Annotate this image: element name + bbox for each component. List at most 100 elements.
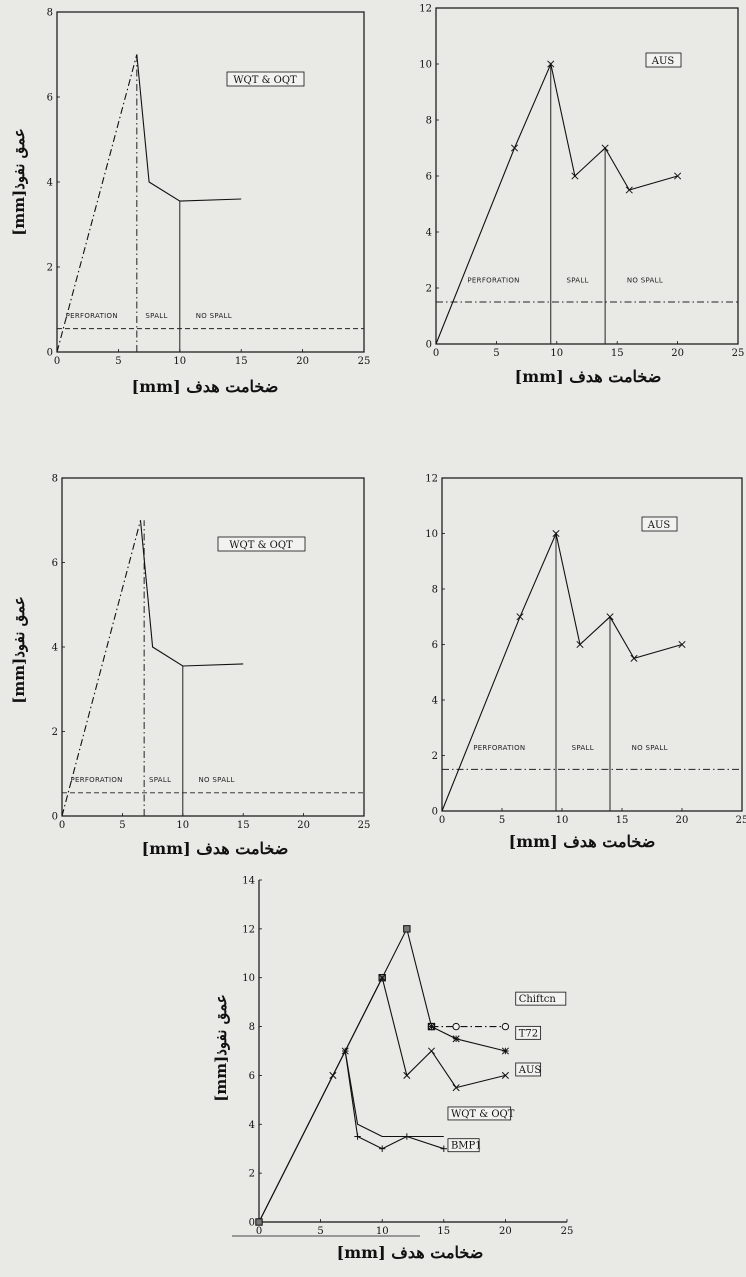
y-tick-label: 0 (249, 1218, 255, 1229)
series-labels: Chiftcn T72 AUS WQT & OQT BMP1 (447, 991, 567, 1153)
series-label: BMP1 (451, 1141, 482, 1152)
x-axis-label: ضخامت هدف [mm] (337, 1243, 484, 1262)
series-label-box (447, 1106, 512, 1121)
data-point (625, 186, 633, 194)
series-label-box (515, 1062, 542, 1077)
y-tick-label: 12 (425, 474, 438, 485)
x-tick-label: 5 (115, 356, 121, 367)
data-point (378, 974, 386, 982)
data-point (452, 1084, 460, 1092)
data-point (552, 529, 560, 538)
x-tick-label: 0 (54, 356, 60, 367)
y-axis-label: عمق نفوذ[mm] (10, 128, 28, 236)
x-tick-label: 15 (616, 815, 629, 826)
y-tick-label: 6 (249, 1071, 255, 1082)
data-lines (255, 925, 510, 1226)
zone-label: NO SPALL (199, 776, 235, 784)
data-point (379, 1145, 386, 1152)
data-lines (435, 60, 738, 345)
series-line (258, 976, 506, 1223)
chart-bottom-combined: ضخامت هدف [mm] عمق نفوذ[mm] 0 5 10 15 20 25 0… (212, 876, 573, 1263)
y-tick-label: 10 (419, 60, 432, 71)
x-tick-label: 15 (611, 348, 624, 359)
data-point (501, 1047, 509, 1055)
x-tick-label: 20 (499, 1226, 512, 1237)
chart-top-right: AUS ضخامت هدف [mm] 0 5 10 15 20 25 024681012 … (419, 4, 744, 387)
legend-label: AUS (651, 56, 675, 67)
x-tick-label: 15 (437, 1226, 450, 1237)
y-tick-label: 8 (249, 1022, 255, 1033)
x-tick-label: 0 (433, 348, 439, 359)
data-point (403, 1071, 411, 1079)
x-tick-labels: 0 5 10 15 20 25 (256, 1219, 574, 1237)
y-tick-label: 4 (249, 1120, 255, 1131)
legend-label: WQT & OQT (229, 540, 293, 551)
data-point (354, 1133, 361, 1140)
plot-frame (441, 477, 743, 812)
x-tick-label: 5 (493, 348, 499, 359)
zone-labels: PERFORATION SPALL NO SPALL (473, 744, 667, 752)
zone-label: PERFORATION (70, 776, 122, 784)
x-tick-label: 10 (173, 356, 186, 367)
data-point (440, 1145, 447, 1152)
zone-label: SPALL (566, 276, 588, 284)
y-tick-label: 2 (52, 727, 58, 738)
y-tick-label: 4 (426, 228, 432, 239)
data-point (510, 144, 519, 152)
x-tick-labels: 0 5 10 15 20 25 (439, 808, 746, 826)
y-tick-label: 0 (426, 340, 432, 351)
series-line (431, 1026, 506, 1052)
x-tick-label: 10 (550, 348, 563, 359)
origin-point (255, 1218, 263, 1226)
x-axis-label: ضخامت هدف [mm] (132, 377, 279, 396)
y-tick-label: 12 (242, 924, 255, 935)
series-label-box (447, 1138, 480, 1153)
x-tick-label: 0 (439, 815, 445, 826)
zone-label: SPALL (149, 776, 171, 784)
series-label: WQT & OQT (451, 1109, 515, 1120)
series-line (136, 54, 242, 202)
data-lines (441, 529, 742, 812)
data-point (547, 60, 555, 68)
series-line (61, 520, 142, 817)
y-tick-label: 6 (426, 172, 432, 183)
data-point (403, 925, 411, 933)
x-tick-labels: 0 5 10 15 20 25 (433, 341, 745, 359)
y-tick-label: 8 (52, 474, 58, 485)
x-tick-label: 25 (561, 1226, 574, 1237)
data-point (501, 1022, 510, 1031)
plot-frame (435, 7, 739, 345)
zone-label: PERFORATION (473, 744, 525, 752)
y-tick-label: 4 (52, 643, 58, 654)
x-tick-label: 5 (499, 815, 505, 826)
x-tick-label: 20 (296, 356, 309, 367)
zone-label: PERFORATION (467, 276, 519, 284)
zone-label: SPALL (572, 744, 594, 752)
legend-box (217, 536, 306, 552)
legend-box (641, 516, 678, 532)
series-line (56, 54, 138, 353)
x-tick-label: 25 (736, 815, 746, 826)
zone-label: NO SPALL (196, 312, 232, 320)
y-tick-label: 8 (47, 8, 53, 19)
x-tick-label: 25 (732, 348, 745, 359)
zone-labels: PERFORATION SPALL NO SPALL (66, 312, 232, 320)
y-tick-label: 0 (432, 807, 438, 818)
series-label-box (515, 991, 567, 1006)
legend-box (645, 52, 682, 68)
legend-label: AUS (647, 520, 671, 531)
x-tick-label: 0 (59, 820, 65, 831)
data-point (342, 1047, 349, 1055)
x-axis-label: ضخامت هدف [mm] (509, 832, 656, 851)
y-tick-label: 10 (425, 529, 438, 540)
y-tick-labels: 0 2 4 6 8 (52, 474, 65, 823)
data-point (427, 1023, 436, 1031)
y-tick-label: 6 (52, 558, 58, 569)
data-point (678, 640, 686, 649)
chart-middle-right: AUS ضخامت هدف [mm] 0 5 10 15 20 25 024681012 … (425, 474, 746, 852)
y-axis-label: عمق نفوذ[mm] (10, 596, 28, 704)
y-tick-label: 4 (47, 178, 53, 189)
chart-top-left: WQT & OQT ضخامت هدف [mm] عمق نفوذ[mm] 0 5… (10, 8, 370, 397)
series-line (344, 1050, 444, 1138)
